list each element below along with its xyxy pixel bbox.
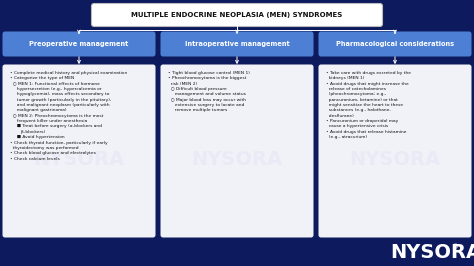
FancyBboxPatch shape <box>319 64 472 238</box>
Text: Preoperative management: Preoperative management <box>29 41 128 47</box>
Text: ®: ® <box>452 244 459 250</box>
FancyBboxPatch shape <box>161 31 313 56</box>
Text: Intraoperative management: Intraoperative management <box>185 41 289 47</box>
Text: • Complete medical history and physical examination
• Categorize the type of MEN: • Complete medical history and physical … <box>10 71 127 161</box>
Text: • Take care with drugs excreted by the
  kidneys (MEN 1)
• Avoid drugs that migh: • Take care with drugs excreted by the k… <box>326 71 411 139</box>
FancyBboxPatch shape <box>2 31 155 56</box>
Text: NYSORA: NYSORA <box>191 150 283 169</box>
Text: NYSORA: NYSORA <box>349 150 440 169</box>
FancyBboxPatch shape <box>91 3 383 27</box>
FancyBboxPatch shape <box>319 31 472 56</box>
Text: MULTIPLE ENDOCRINE NEOPLASIA (MEN) SYNDROMES: MULTIPLE ENDOCRINE NEOPLASIA (MEN) SYNDR… <box>131 12 343 18</box>
Text: • Tight blood glucose control (MEN 1)
• Pheochromocytoma is the biggest
  risk (: • Tight blood glucose control (MEN 1) • … <box>168 71 250 113</box>
Text: NYSORA: NYSORA <box>34 150 125 169</box>
FancyBboxPatch shape <box>2 64 155 238</box>
Text: Pharmacological considerations: Pharmacological considerations <box>336 41 454 47</box>
Text: NYSORA: NYSORA <box>390 243 474 261</box>
FancyBboxPatch shape <box>161 64 313 238</box>
